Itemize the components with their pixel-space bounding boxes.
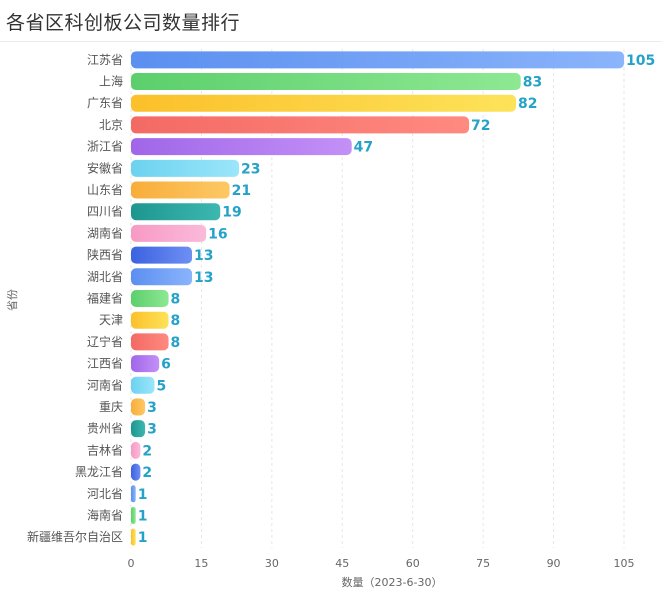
x-tick-label: 90 <box>547 557 561 570</box>
category-label: 四川省 <box>87 205 123 219</box>
value-label: 8 <box>171 335 181 351</box>
value-label: 82 <box>518 96 537 112</box>
title-divider <box>0 41 662 42</box>
bar <box>131 73 521 91</box>
category-label: 吉林省 <box>87 443 123 457</box>
bar <box>131 333 169 351</box>
x-tick-label: 105 <box>614 557 635 570</box>
bar <box>131 224 207 242</box>
x-tick-label: 0 <box>128 557 135 570</box>
x-tick-label: 30 <box>265 557 279 570</box>
category-label: 河南省 <box>87 377 123 392</box>
bar <box>131 311 169 329</box>
value-label: 1 <box>138 530 148 546</box>
bars <box>131 51 624 546</box>
category-label: 山东省 <box>87 183 123 197</box>
value-label: 1 <box>138 508 148 524</box>
bar <box>131 268 193 286</box>
bar <box>131 203 221 221</box>
value-label: 16 <box>208 226 227 242</box>
value-label: 13 <box>194 248 213 264</box>
x-tick-labels: 0 15 30 45 60 75 90 105 <box>128 557 635 570</box>
category-label: 辽宁省 <box>87 334 123 349</box>
bar <box>131 290 169 307</box>
category-label: 浙江省 <box>87 140 123 154</box>
value-label: 83 <box>523 75 542 91</box>
category-label: 海南省 <box>87 507 123 522</box>
x-axis-title: 数量（2023-6-30） <box>342 576 443 589</box>
bar <box>131 116 470 134</box>
category-label: 北京 <box>99 118 123 132</box>
value-label: 13 <box>194 270 213 286</box>
x-tick-label: 75 <box>476 557 490 570</box>
bar <box>131 376 155 394</box>
category-label: 广东省 <box>87 96 123 110</box>
chart-title: 各省区科创板公司数量排行 <box>6 12 241 34</box>
x-tick-label: 60 <box>406 557 420 570</box>
bar <box>131 506 136 524</box>
value-label: 2 <box>142 443 152 459</box>
category-label: 陕西省 <box>87 247 123 262</box>
value-label: 3 <box>147 400 157 416</box>
bar <box>131 94 517 112</box>
category-label: 湖南省 <box>87 225 123 240</box>
category-label: 天津 <box>99 313 123 327</box>
bar <box>131 463 141 481</box>
category-label: 上海 <box>99 74 123 89</box>
value-label: 105 <box>626 53 655 69</box>
value-label: 21 <box>232 183 251 199</box>
bar <box>131 441 141 459</box>
value-label: 6 <box>161 357 171 373</box>
x-tick-label: 45 <box>335 557 349 570</box>
category-labels: 江苏省上海广东省北京浙江省安徽省山东省四川省湖南省陕西省湖北省福建省天津辽宁省江… <box>27 53 123 544</box>
value-label: 47 <box>354 140 373 156</box>
value-label: 1 <box>138 487 148 503</box>
value-label: 8 <box>171 292 181 308</box>
grid-lines <box>130 49 625 548</box>
category-label: 安徽省 <box>87 160 123 175</box>
category-label: 江西省 <box>87 357 123 371</box>
bar <box>131 181 230 199</box>
value-label: 72 <box>471 118 490 134</box>
category-label: 新疆维吾尔自治区 <box>27 529 123 544</box>
value-label: 8 <box>171 313 181 329</box>
bar <box>131 528 136 546</box>
bar <box>131 398 146 416</box>
category-label: 河北省 <box>87 487 123 501</box>
value-label: 19 <box>222 205 241 221</box>
category-label: 福建省 <box>87 291 123 306</box>
bar <box>131 159 239 177</box>
y-axis-title: 省份 <box>6 289 19 311</box>
bar <box>131 485 136 503</box>
category-label: 贵州省 <box>87 422 123 436</box>
value-label: 2 <box>142 465 152 481</box>
value-label: 5 <box>156 378 166 394</box>
bar <box>131 51 624 69</box>
category-label: 湖北省 <box>87 269 123 284</box>
category-label: 重庆 <box>99 400 123 414</box>
category-label: 江苏省 <box>87 53 123 67</box>
x-tick-label: 15 <box>194 557 208 570</box>
bar <box>131 138 352 156</box>
bar <box>131 355 160 373</box>
value-label: 3 <box>147 422 157 438</box>
value-label: 23 <box>241 161 260 177</box>
bar <box>131 246 193 264</box>
category-label: 黑龙江省 <box>75 465 123 479</box>
bar <box>131 420 146 438</box>
